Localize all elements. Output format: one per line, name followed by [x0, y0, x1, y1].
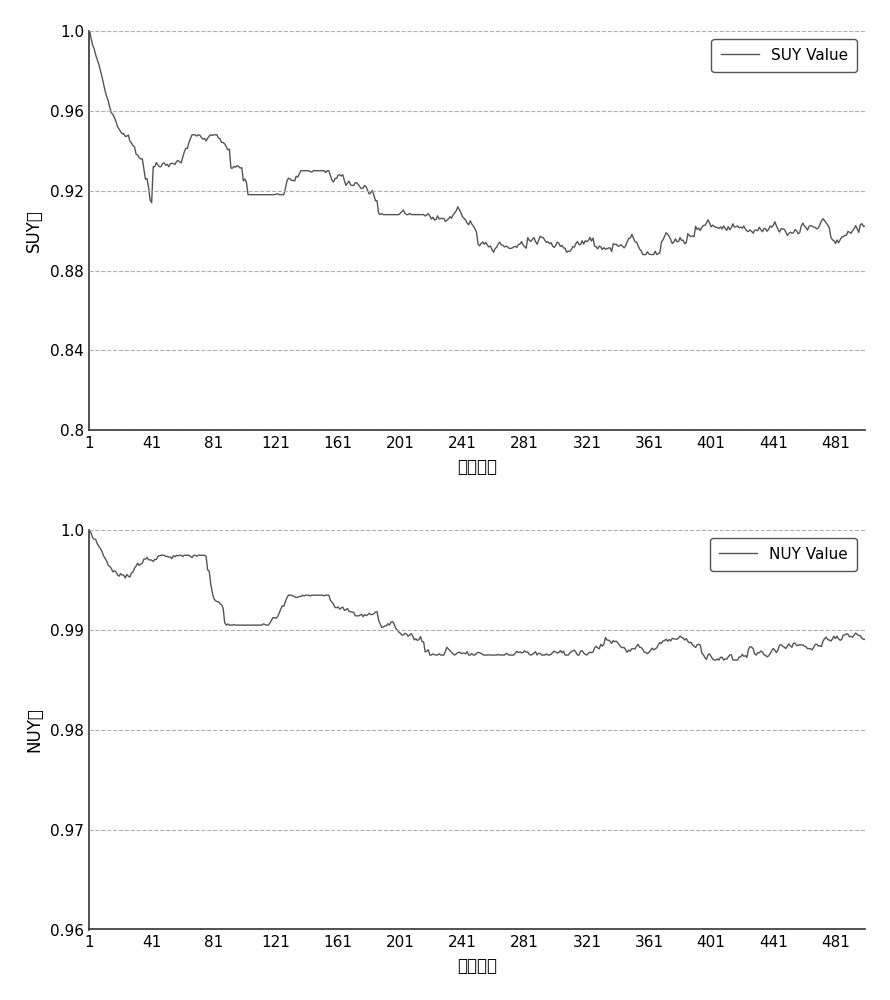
NUY Value [452, 647, 463, 659]
Legend: SUY Value: SUY Value [711, 39, 857, 72]
Line: NUY Value: NUY Value [90, 530, 865, 660]
SUY Value [860, 220, 870, 232]
SUY Value [504, 242, 514, 254]
Line: SUY Value: SUY Value [90, 31, 865, 255]
SUY Value [546, 237, 556, 249]
NUY Value [85, 524, 95, 536]
SUY Value [85, 25, 95, 37]
SUY Value [721, 224, 732, 236]
SUY Value [637, 249, 648, 261]
SUY Value [452, 201, 463, 213]
SUY Value [843, 226, 854, 238]
NUY Value [504, 649, 514, 661]
Legend: NUY Value: NUY Value [710, 538, 857, 571]
NUY Value [709, 654, 720, 666]
Y-axis label: NUY值: NUY值 [25, 707, 43, 752]
X-axis label: 迭代次数: 迭代次数 [457, 458, 498, 476]
NUY Value [843, 628, 854, 640]
NUY Value [721, 653, 732, 665]
SUY Value [457, 211, 468, 223]
X-axis label: 迭代次数: 迭代次数 [457, 957, 498, 975]
NUY Value [860, 633, 870, 645]
NUY Value [546, 648, 556, 660]
Y-axis label: SUY值: SUY值 [25, 209, 43, 252]
NUY Value [457, 647, 468, 659]
